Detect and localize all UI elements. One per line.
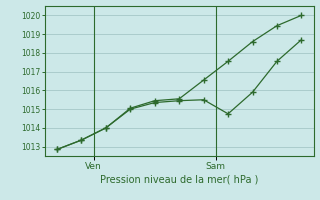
X-axis label: Pression niveau de la mer( hPa ): Pression niveau de la mer( hPa ) xyxy=(100,175,258,185)
